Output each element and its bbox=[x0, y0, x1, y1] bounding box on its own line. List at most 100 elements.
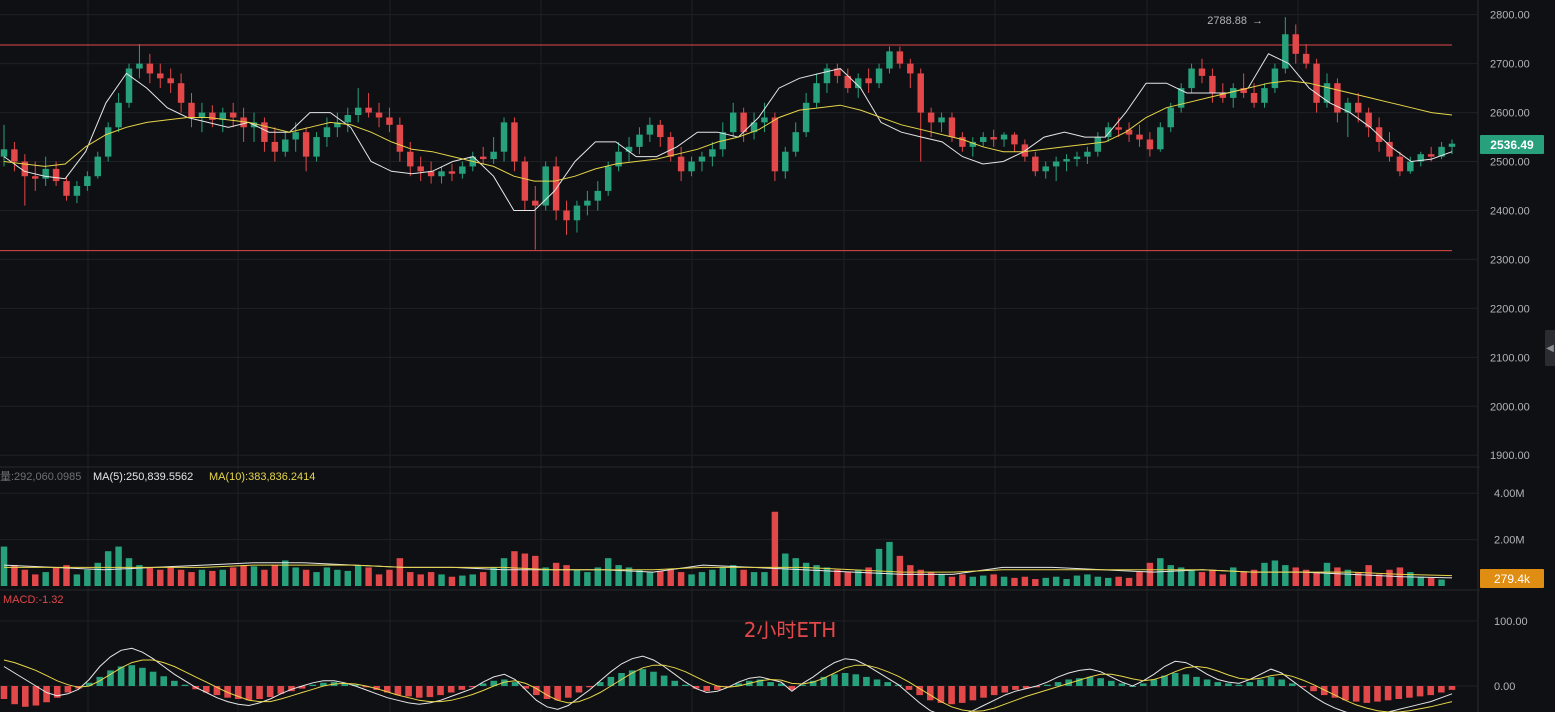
candle-up bbox=[1000, 134, 1008, 140]
volume-bar-up bbox=[729, 565, 737, 586]
candle-up bbox=[969, 141, 977, 147]
candle-up bbox=[1177, 88, 1185, 108]
macd-bar-positive bbox=[181, 684, 189, 686]
candle-down bbox=[209, 112, 216, 120]
macd-bar-positive bbox=[809, 680, 817, 686]
volume-bar-down bbox=[1125, 577, 1133, 586]
candle-down bbox=[1355, 102, 1362, 113]
candle-down bbox=[427, 171, 435, 177]
macd-bar-negative bbox=[1352, 686, 1360, 702]
volume-bar-down bbox=[1375, 574, 1383, 586]
candle-up bbox=[354, 107, 362, 116]
macd-bar-positive bbox=[352, 684, 359, 686]
macd-bar-negative bbox=[362, 686, 370, 688]
candle-down bbox=[261, 122, 268, 142]
macd-bar-negative bbox=[298, 686, 306, 689]
candle-down bbox=[32, 176, 39, 179]
volume-bar-down bbox=[407, 572, 414, 586]
macd-bar-positive bbox=[607, 676, 615, 686]
macd-bar-positive bbox=[1278, 679, 1285, 686]
volume-bar-down bbox=[448, 576, 456, 586]
volume-bar-up bbox=[625, 567, 633, 586]
volume-bar-up bbox=[636, 569, 643, 586]
candle-down bbox=[11, 149, 18, 162]
price-tick-label: 2700.00 bbox=[1490, 59, 1530, 71]
macd-bar-positive bbox=[1161, 675, 1168, 686]
collapse-panel-handle[interactable]: ◀ bbox=[1545, 330, 1555, 366]
volume-bar-down bbox=[834, 569, 841, 586]
candle-down bbox=[907, 63, 914, 74]
macd-lines bbox=[3, 647, 1453, 712]
chart-annotation: 2小时ETH bbox=[744, 618, 837, 642]
volume-bar-down bbox=[188, 572, 195, 586]
macd-bar-negative bbox=[1299, 686, 1307, 688]
candle-down bbox=[21, 161, 29, 177]
volume-bar-down bbox=[229, 567, 237, 586]
volume-bar-up bbox=[84, 569, 91, 586]
volume-bar-up bbox=[719, 567, 727, 586]
candle-up bbox=[490, 151, 497, 160]
volume-bar-up bbox=[1177, 567, 1185, 586]
price-tick-label: 2200.00 bbox=[1490, 303, 1530, 315]
candle-up bbox=[646, 124, 654, 135]
macd-bar-positive bbox=[895, 684, 902, 686]
macd-bar-negative bbox=[32, 686, 40, 706]
candle-up bbox=[1052, 161, 1060, 167]
macd-bar-negative bbox=[948, 686, 955, 705]
candle-down bbox=[740, 112, 747, 133]
macd-bar-positive bbox=[873, 679, 881, 686]
macd-bar-positive bbox=[139, 667, 146, 686]
candle-down bbox=[521, 161, 529, 201]
volume-bar-down bbox=[1209, 569, 1216, 586]
candle-down bbox=[1386, 141, 1393, 157]
volume-bar-down bbox=[63, 565, 70, 586]
macd-bar-negative bbox=[202, 686, 210, 693]
candle-up bbox=[0, 149, 8, 157]
candle-up bbox=[1271, 68, 1279, 89]
volume-bar-up bbox=[1073, 575, 1081, 586]
volume-bar-up bbox=[1188, 569, 1195, 586]
macd-bar-negative bbox=[969, 686, 977, 701]
volume-bar-up bbox=[42, 572, 49, 586]
candle-up bbox=[73, 186, 81, 196]
macd-bar-positive bbox=[1203, 679, 1211, 686]
candle-down bbox=[917, 73, 924, 113]
volume-bar-up bbox=[1323, 562, 1331, 586]
candle-up bbox=[782, 151, 789, 172]
candle-up bbox=[198, 112, 206, 118]
candle-down bbox=[1375, 127, 1383, 142]
candle-up bbox=[1105, 127, 1112, 138]
candle-down bbox=[1146, 139, 1154, 150]
volume-bar-up bbox=[1084, 574, 1091, 586]
candle-up bbox=[94, 156, 101, 177]
volume-bar-down bbox=[990, 574, 997, 586]
macd-bar-positive bbox=[85, 682, 93, 686]
macd-bar-positive bbox=[117, 666, 125, 686]
volume-bar-up bbox=[854, 569, 862, 586]
candle-up bbox=[313, 137, 320, 157]
macd-bar-positive bbox=[171, 680, 178, 686]
macd-bar-negative bbox=[0, 686, 8, 699]
candle-up bbox=[282, 139, 289, 152]
macd-bar-positive bbox=[767, 682, 774, 686]
volume-bar-up bbox=[1167, 565, 1174, 586]
macd-bar-positive bbox=[1044, 684, 1051, 686]
volume-bar-up bbox=[1000, 576, 1008, 586]
volume-bar-up bbox=[198, 569, 206, 586]
candle-down bbox=[417, 166, 424, 172]
candle-up bbox=[584, 200, 591, 206]
volume-bar-up bbox=[886, 541, 893, 586]
moving-average-lines bbox=[3, 53, 1453, 211]
macd-bar-negative bbox=[234, 686, 242, 699]
volume-bar-down bbox=[32, 574, 39, 586]
macd-bar-positive bbox=[1065, 679, 1073, 686]
macd-bar-positive bbox=[1214, 682, 1222, 686]
macd-bar-negative bbox=[1012, 686, 1019, 690]
candle-down bbox=[1032, 156, 1039, 172]
macd-bar-negative bbox=[522, 686, 530, 689]
volume-bar-up bbox=[573, 569, 581, 586]
macd-bar-negative bbox=[1374, 686, 1381, 702]
macd-bar-negative bbox=[1448, 686, 1456, 690]
volume-legend-ma10: MA(10):383,836.2414 bbox=[209, 471, 315, 483]
